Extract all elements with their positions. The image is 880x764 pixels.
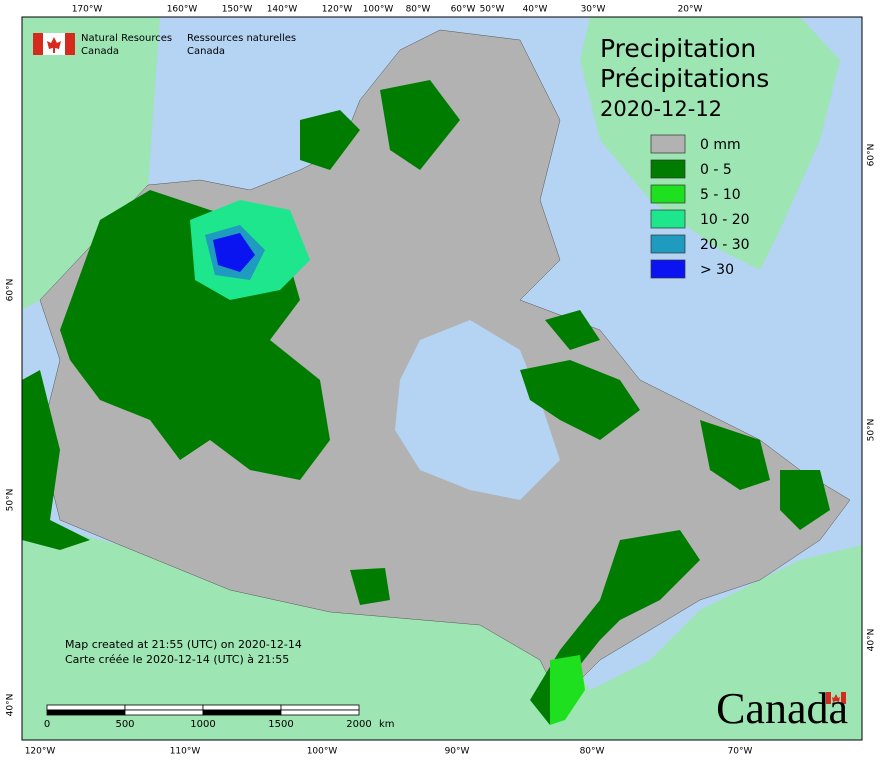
org-fr: Canada <box>187 46 225 57</box>
legend-swatch <box>650 159 686 179</box>
legend: 0 mm 0 - 5 5 - 10 10 - 20 20 - 30 > 30 <box>650 134 750 279</box>
flag-band <box>65 33 75 55</box>
org-en: Canada <box>81 46 119 57</box>
wordmark: Canada <box>716 684 848 733</box>
org-fr: Ressources naturelles <box>187 33 296 44</box>
top-lon-label: 170°W <box>72 5 103 15</box>
precip-ungava <box>545 310 600 350</box>
top-lon-label: 20°W <box>678 5 703 15</box>
title-fr: Précipitations <box>600 64 769 93</box>
legend-swatch <box>650 184 686 204</box>
scale-bar: 0 500 1000 1500 2000 km <box>44 704 395 730</box>
legend-label: 0 mm <box>700 137 741 153</box>
scale-segment <box>280 709 360 716</box>
hudson-bay <box>395 320 560 500</box>
scale-label: 1500 <box>268 719 293 730</box>
precip-st-lawrence <box>530 530 700 725</box>
precip-ontario-south <box>550 655 585 725</box>
legend-label: 10 - 20 <box>700 212 750 228</box>
scale-segment <box>202 704 282 711</box>
precip-quebec-north <box>520 360 640 440</box>
top-lon-label: 50°W <box>480 5 505 15</box>
bottom-lon-label: 80°W <box>580 747 605 757</box>
alaska <box>22 17 160 310</box>
left-lat-label: 60°N <box>6 279 16 302</box>
legend-label: 0 - 5 <box>700 162 732 178</box>
title-date: 2020-12-12 <box>600 97 722 121</box>
legend-label: 20 - 30 <box>700 237 750 253</box>
credit-en: Map created at 21:55 (UTC) on 2020-12-14 <box>65 638 302 651</box>
scale-label: 1000 <box>190 719 215 730</box>
bottom-lon-label: 90°W <box>445 747 470 757</box>
scale-segment <box>46 704 126 711</box>
scale-label: 2000 <box>346 719 371 730</box>
scale-unit: km <box>379 719 395 730</box>
canada-wordmark: Canada <box>716 684 848 733</box>
scale-segment <box>202 709 282 716</box>
flag-band <box>33 33 43 55</box>
top-lon-label: 150°W <box>222 5 253 15</box>
greenland <box>580 17 840 270</box>
legend-swatch <box>650 134 686 154</box>
precip-arctic-islands <box>300 80 460 170</box>
right-lat-label: 60°N <box>867 144 877 167</box>
top-lon-label: 60°W <box>451 5 476 15</box>
legend-swatch <box>650 259 686 279</box>
left-lat-label: 40°N <box>6 694 16 717</box>
left-lat-label: 50°N <box>6 489 16 512</box>
maple-leaf <box>832 694 840 702</box>
top-lon-label: 140°W <box>267 5 298 15</box>
legend-label: > 30 <box>700 262 734 278</box>
flag-band <box>841 692 846 704</box>
scale-segment <box>124 709 204 716</box>
legend-label: 5 - 10 <box>700 187 741 203</box>
credit-fr: Carte créée le 2020-12-14 (UTC) à 21:55 <box>65 653 289 666</box>
title-en: Precipitation <box>600 34 756 63</box>
legend-swatch <box>650 234 686 254</box>
scale-segment <box>280 704 360 711</box>
precip-labrador <box>700 420 770 490</box>
legend-swatch <box>650 209 686 229</box>
graticule-labels: 170°W 160°W 150°W 140°W 120°W 100°W 80°W 60°W 50… <box>6 5 877 757</box>
top-lon-label: 120°W <box>322 5 353 15</box>
bottom-lon-label: 120°W <box>25 747 56 757</box>
precip-bc-coast <box>22 370 90 550</box>
bottom-lon-label: 100°W <box>307 747 338 757</box>
flag-band <box>826 692 831 704</box>
nrcan-logo: Natural Resources Canada Ressources natu… <box>33 33 296 57</box>
scale-label: 500 <box>115 719 134 730</box>
precip-ontario-west <box>350 568 390 605</box>
top-lon-label: 160°W <box>167 5 198 15</box>
right-lat-label: 50°N <box>867 419 877 442</box>
org-en: Natural Resources <box>81 33 172 44</box>
bottom-lon-label: 70°W <box>728 747 753 757</box>
map-area <box>22 17 862 740</box>
usa <box>22 520 862 740</box>
top-lon-label: 40°W <box>523 5 548 15</box>
bottom-lon-label: 110°W <box>170 747 201 757</box>
scale-segment <box>124 704 204 711</box>
scale-segment <box>46 709 126 716</box>
maple-leaf <box>47 37 61 53</box>
precip-over-30 <box>213 233 255 272</box>
precip-newfoundland <box>780 470 830 530</box>
top-lon-label: 80°W <box>406 5 431 15</box>
top-lon-label: 30°W <box>581 5 606 15</box>
right-lat-label: 40°N <box>867 629 877 652</box>
map-frame <box>21 16 863 741</box>
top-lon-label: 100°W <box>363 5 394 15</box>
scale-label: 0 <box>44 719 50 730</box>
